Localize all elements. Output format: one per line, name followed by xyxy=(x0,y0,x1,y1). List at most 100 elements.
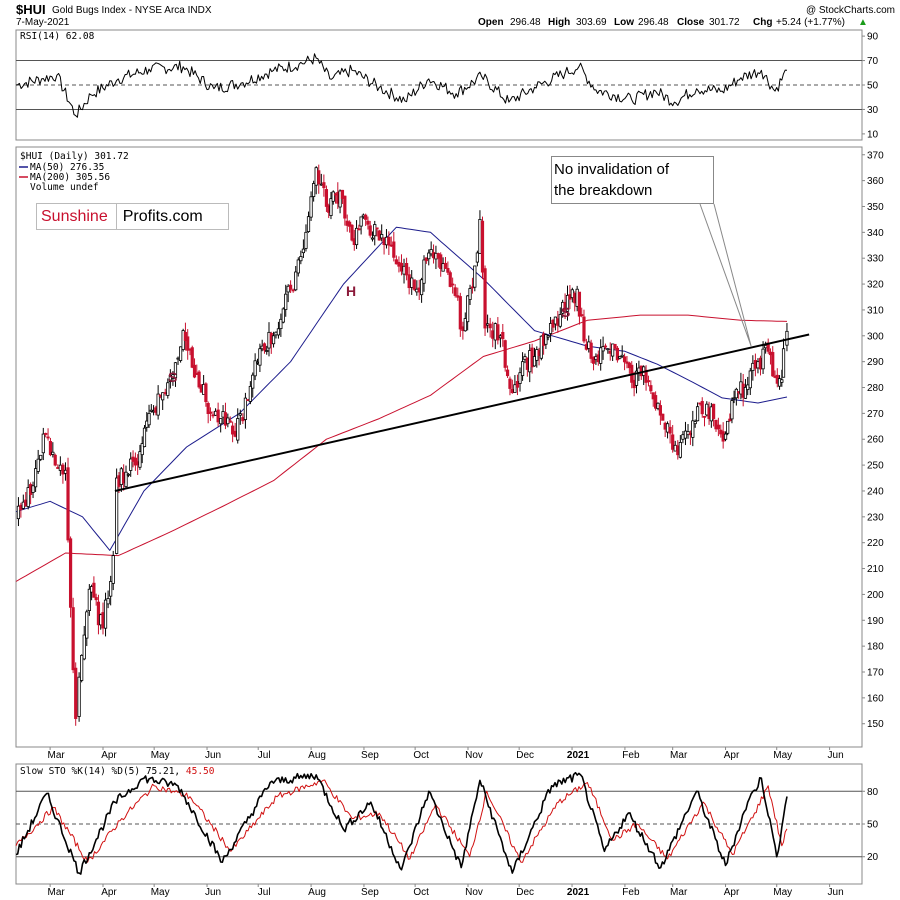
x-tick-label: Sep xyxy=(361,887,379,898)
price-candle-body xyxy=(488,323,492,329)
price-candle-body xyxy=(601,346,605,352)
price-candle-body xyxy=(48,441,53,456)
price-candle-body xyxy=(780,379,784,383)
y-tick-label: 280 xyxy=(867,383,884,394)
price-candle-body xyxy=(204,383,208,403)
y-tick-label: 310 xyxy=(867,305,884,316)
price-candle-body xyxy=(591,356,596,364)
price-candle-body xyxy=(446,268,450,273)
price-candle-body xyxy=(746,384,750,391)
price-candle-body xyxy=(714,419,718,430)
price-candle-body xyxy=(412,279,416,290)
price-candle-body xyxy=(317,170,321,185)
sto-d-line xyxy=(15,779,788,863)
price-candle-body xyxy=(503,340,507,368)
price-candle-body xyxy=(338,190,342,208)
price-candle-body xyxy=(491,330,495,339)
price-candle-body xyxy=(265,350,269,352)
price-candle-body xyxy=(294,271,298,291)
price-candle-body xyxy=(284,293,288,310)
ohlc-high: 303.69 xyxy=(576,17,607,28)
y-tick-label: 80 xyxy=(867,787,879,798)
y-tick-label: 20 xyxy=(867,852,879,863)
price-candle-body xyxy=(156,393,160,416)
price-candle-body xyxy=(756,361,760,369)
price-candle-body xyxy=(389,244,393,247)
price-candle-body xyxy=(211,414,215,417)
price-candle-body xyxy=(589,342,593,359)
price-candle-body xyxy=(678,442,682,458)
price-candle-body xyxy=(695,406,700,422)
x-tick-label: Dec xyxy=(516,750,534,761)
price-candle-body xyxy=(228,420,232,423)
price-candle-body xyxy=(279,318,283,330)
x-tick-label: Feb xyxy=(622,887,640,898)
price-candle-body xyxy=(407,274,411,289)
x-tick-label: May xyxy=(773,750,792,761)
price-candle-body xyxy=(192,364,197,378)
price-candle-body xyxy=(453,287,457,296)
price-candle-body xyxy=(683,430,688,439)
price-candle-body xyxy=(510,388,514,394)
price-candle-body xyxy=(758,357,763,370)
price-candle-body xyxy=(248,385,252,402)
sto-k-line xyxy=(15,771,788,875)
y-tick-label: 90 xyxy=(867,32,879,43)
price-candle-body xyxy=(646,380,651,383)
price-candle-body xyxy=(312,183,316,197)
price-candle-body xyxy=(357,228,361,231)
price-candle-body xyxy=(359,216,363,227)
price-candle-body xyxy=(508,378,512,389)
x-tick-label: Oct xyxy=(413,887,429,898)
x-tick-label: Mar xyxy=(670,750,688,761)
price-candle-body xyxy=(163,392,167,394)
ohlc-open: 296.48 xyxy=(510,17,541,28)
price-candle-body xyxy=(539,335,543,359)
price-legend-ma50: MA(50) 276.35 xyxy=(30,162,104,173)
x-tick-label: Jul xyxy=(258,750,271,761)
callout-pointer xyxy=(699,203,752,347)
y-tick-label: 370 xyxy=(867,150,884,161)
x-tick-label: Mar xyxy=(47,750,65,761)
ohlc-low-label: Low xyxy=(614,17,634,28)
price-candle-body xyxy=(726,420,730,434)
price-candle-body xyxy=(615,347,620,361)
y-tick-label: 220 xyxy=(867,538,884,549)
price-candle-body xyxy=(751,362,755,371)
price-candle-body xyxy=(236,418,240,441)
price-candle-body xyxy=(483,268,487,329)
price-candle-body xyxy=(176,357,180,360)
price-candle-body xyxy=(343,195,347,219)
price-candle-body xyxy=(142,427,147,448)
price-candle-body xyxy=(373,224,377,237)
price-candle-body xyxy=(410,277,414,288)
price-candle-body xyxy=(496,324,500,341)
price-candle-body xyxy=(480,220,485,273)
price-candle-body xyxy=(402,265,406,275)
price-candle-body xyxy=(262,343,267,351)
rsi-legend: RSI(14) 62.08 xyxy=(20,31,95,42)
price-candle-body xyxy=(728,418,732,422)
price-legend-volume: Volume undef xyxy=(30,182,99,193)
price-candle-body xyxy=(429,249,433,255)
price-candle-body xyxy=(486,323,490,326)
price-candle-body xyxy=(39,454,43,460)
x-tick-label: Apr xyxy=(724,750,740,761)
price-candle-body xyxy=(558,314,562,327)
y-tick-label: 360 xyxy=(867,176,884,187)
price-candle-body xyxy=(241,417,245,422)
price-candle-body xyxy=(606,348,610,351)
price-candle-body xyxy=(178,346,183,361)
price-candle-body xyxy=(532,356,537,367)
price-candle-body xyxy=(634,370,639,386)
chart-date: 7-May-2021 xyxy=(16,17,70,28)
price-candle-body xyxy=(271,335,276,345)
price-candle-body xyxy=(673,444,677,452)
price-candle-body xyxy=(501,331,505,340)
price-candle-body xyxy=(281,308,285,323)
price-candle-body xyxy=(41,433,45,454)
price-candle-body xyxy=(82,634,86,660)
sunshine-profits-logo: Sunshine Profits.com xyxy=(36,203,229,230)
ohlc-high-label: High xyxy=(548,17,570,28)
price-candle-body xyxy=(87,588,91,611)
